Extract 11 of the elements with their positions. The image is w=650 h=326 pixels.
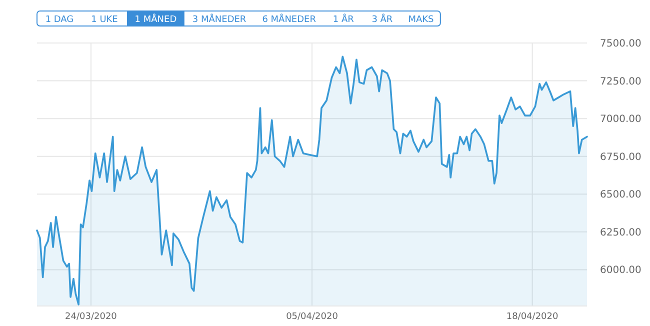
x-tick-label: 24/03/2020 [65, 312, 118, 322]
y-tick-label: 6500.00 [600, 190, 642, 201]
y-tick-label: 7250.00 [600, 76, 642, 88]
x-tick-label: 18/04/2020 [506, 312, 558, 322]
y-tick-label: 7000.00 [600, 114, 642, 126]
y-tick-label: 7500.00 [600, 38, 642, 50]
y-tick-label: 6250.00 [600, 227, 642, 238]
y-tick-label: 6750.00 [600, 152, 642, 163]
range-selector: 1 DAG 1 UKE 1 MÅNED 3 MÅNEDER 6 MÅNEDER 1 ÅR 3 ÅR MAKS [36, 10, 441, 26]
x-tick-label: 05/04/2020 [286, 312, 338, 322]
y-tick-label: 6000.00 [600, 265, 642, 276]
